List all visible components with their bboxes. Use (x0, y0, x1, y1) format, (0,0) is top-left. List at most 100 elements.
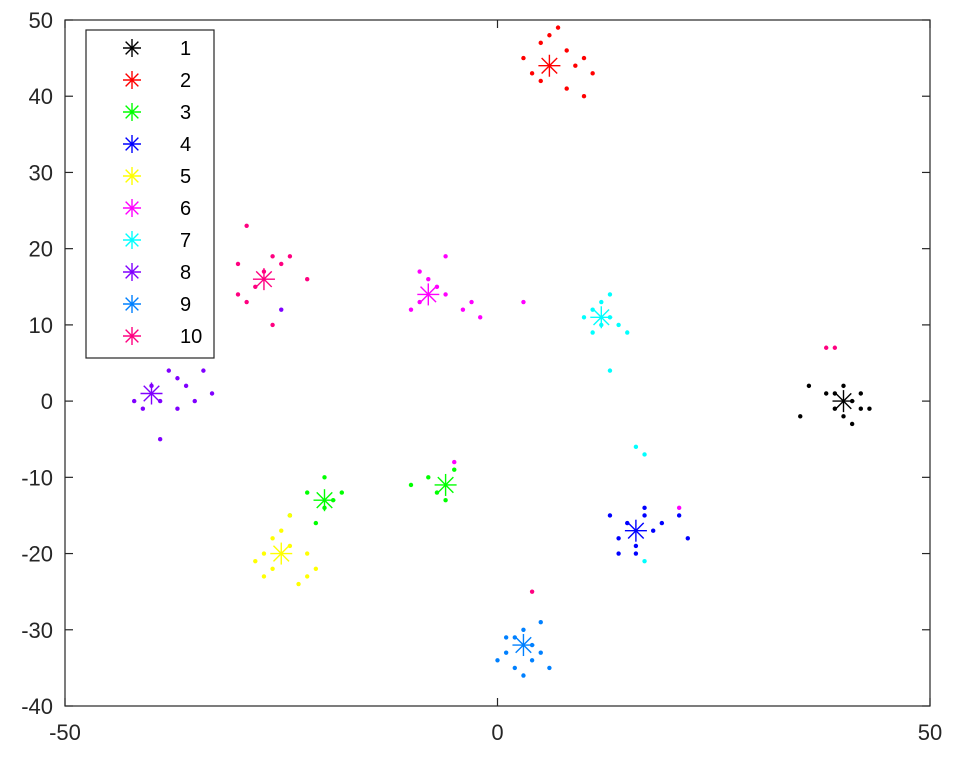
legend-entry-9: 9 (123, 294, 191, 316)
legend-marker-7 (123, 231, 141, 249)
legend-marker-5 (123, 167, 141, 185)
point-8-8 (201, 368, 206, 373)
point-9-10 (503, 635, 509, 640)
center-marker-6-0 (417, 283, 440, 306)
series-1 (798, 383, 872, 427)
legend-label-2: 2 (180, 70, 191, 92)
point-2-7 (581, 55, 587, 61)
point-4-1 (616, 536, 621, 541)
point-6-3 (434, 284, 440, 289)
point-6-12 (452, 459, 457, 465)
x-tick-label: 0 (491, 720, 503, 745)
point-7-12 (642, 558, 647, 564)
point-9-5 (538, 650, 543, 655)
y-tick-label: -20 (21, 542, 53, 567)
center-marker-3-0 (313, 489, 336, 512)
point-2-2 (538, 40, 543, 46)
point-6-5 (443, 292, 448, 297)
point-7-6 (607, 292, 613, 297)
legend-marker-10 (123, 327, 141, 345)
x-tick-label: 50 (918, 720, 942, 745)
legend-entry-8: 8 (123, 262, 191, 284)
point-2-8 (590, 71, 595, 76)
point-5-10 (305, 551, 310, 556)
point-6-11 (676, 505, 682, 511)
point-1-6 (867, 406, 872, 411)
point-5-8 (287, 513, 293, 518)
point-5-9 (270, 536, 275, 541)
point-1-1 (824, 391, 829, 396)
point-7-11 (642, 452, 647, 457)
legend-label-3: 3 (180, 102, 191, 124)
point-4-10 (616, 551, 621, 556)
point-9-1 (503, 650, 509, 655)
point-9-6 (547, 665, 552, 671)
point-9-8 (521, 673, 526, 678)
point-10-2 (253, 284, 258, 289)
point-10-11 (824, 345, 829, 350)
point-9-2 (512, 635, 517, 640)
point-4-9 (685, 536, 690, 541)
center-marker-5-0 (270, 542, 293, 565)
point-6-4 (417, 299, 422, 305)
legend-entry-10: 10 (123, 326, 202, 348)
point-4-6 (651, 528, 656, 533)
point-7-10 (633, 444, 639, 450)
point-10-12 (832, 345, 838, 350)
point-2-0 (521, 55, 526, 61)
y-tick-label: -10 (21, 465, 53, 490)
legend: 1 2 3 4 5 6 7 8 9 10 (85, 29, 215, 359)
point-6-9 (443, 254, 448, 259)
point-4-0 (607, 513, 613, 518)
point-10-10 (235, 261, 241, 267)
series-3 (287, 467, 457, 526)
legend-marker-6 (123, 199, 141, 217)
point-3-7 (408, 482, 414, 488)
point-10-5 (279, 261, 284, 267)
legend-entry-4: 4 (123, 134, 191, 156)
point-6-0 (408, 307, 414, 312)
y-tick-label: -30 (21, 618, 53, 643)
point-6-7 (469, 299, 474, 305)
point-10-8 (270, 322, 275, 328)
legend-entry-1: 1 (123, 38, 191, 60)
point-10-0 (235, 292, 241, 297)
point-3-9 (434, 490, 440, 495)
point-8-4 (166, 368, 171, 373)
point-1-0 (806, 383, 812, 389)
center-marker-2-0 (538, 54, 561, 77)
point-3-2 (313, 520, 319, 526)
point-4-4 (642, 513, 647, 518)
legend-entry-3: 3 (123, 102, 191, 124)
point-8-3 (157, 398, 163, 404)
point-1-2 (832, 406, 838, 411)
point-5-0 (253, 558, 258, 564)
legend-marker-4 (123, 135, 141, 153)
point-5-11 (261, 574, 267, 579)
point-8-12 (279, 307, 284, 312)
point-3-8 (426, 475, 431, 480)
point-5-2 (270, 566, 275, 571)
point-7-7 (581, 315, 587, 320)
point-5-5 (296, 581, 301, 587)
point-3-10 (443, 498, 448, 503)
point-5-6 (305, 574, 310, 579)
series-6 (408, 254, 682, 511)
legend-box (85, 29, 215, 359)
point-2-10 (581, 94, 587, 99)
point-1-7 (841, 383, 846, 389)
point-7-8 (625, 330, 630, 335)
series-10 (235, 223, 838, 594)
point-8-1 (140, 406, 146, 411)
legend-marker-9 (123, 295, 141, 313)
y-tick-label: -40 (21, 694, 53, 719)
point-10-1 (244, 299, 249, 305)
y-tick-label: 10 (29, 313, 53, 338)
y-tick-label: 50 (29, 8, 53, 33)
point-9-11 (538, 619, 543, 625)
legend-entry-5: 5 (123, 166, 191, 188)
point-2-4 (555, 25, 561, 30)
point-4-5 (633, 551, 639, 556)
legend-label-4: 4 (180, 134, 191, 156)
